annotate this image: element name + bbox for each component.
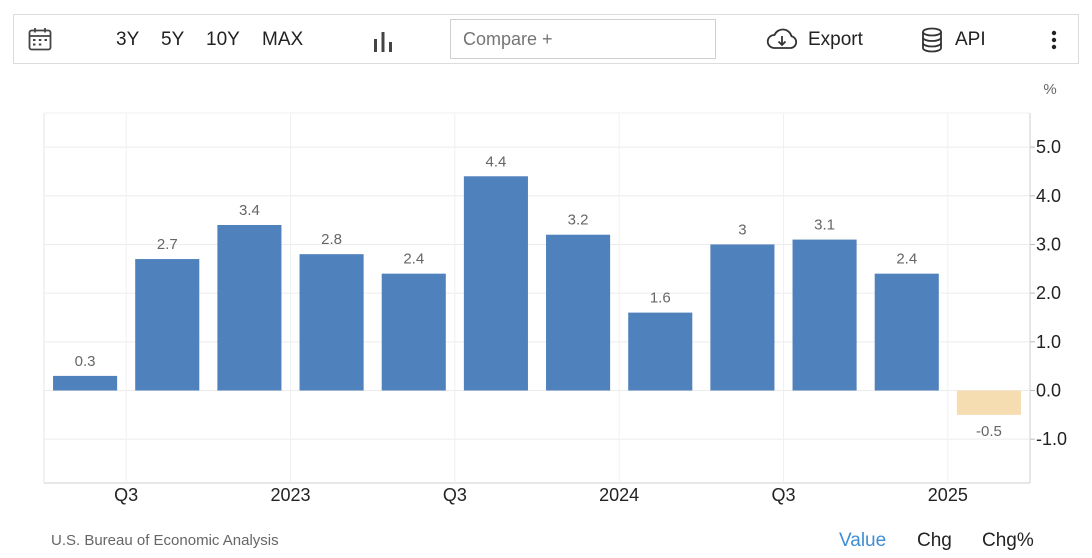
bar [546,235,610,391]
bar-chart-icon[interactable] [372,30,394,52]
calendar-icon[interactable] [28,27,52,51]
mode-value-button[interactable]: Value [839,530,886,552]
mode-chg-button[interactable]: Chg [917,530,952,552]
range-5y-button[interactable]: 5Y [161,15,184,65]
bar [53,376,117,391]
y-tick-label: 4.0 [1036,186,1061,206]
bar-value-label: 2.8 [321,231,342,248]
cloud-download-icon[interactable] [766,28,798,52]
y-tick-label: 3.0 [1036,234,1061,254]
x-tick-label: 2024 [599,485,639,505]
bar [793,240,857,391]
y-tick-label: 1.0 [1036,332,1061,352]
mode-chg-percent-button[interactable]: Chg% [982,530,1034,552]
x-tick-label: 2025 [928,485,968,505]
bar-chart: 5.0 4.0 3.0 2.0 1.0 0.0 -1.0% Q3 2023 Q3 2024 Q3 202… [0,64,1092,524]
x-tick-label: Q3 [771,485,795,505]
y-tick-label: -1.0 [1036,429,1067,449]
bar [710,244,774,390]
bar-value-label: 2.4 [403,251,424,268]
bar [957,391,1021,415]
y-tick-label: 0.0 [1036,381,1061,401]
bar-value-label: 4.4 [485,153,506,170]
more-vertical-icon[interactable] [1046,29,1062,51]
bar [875,274,939,391]
bar [382,274,446,391]
x-tick-label: Q3 [114,485,138,505]
bar-value-label: 3.2 [568,212,589,229]
bar [464,176,528,390]
database-icon[interactable] [921,27,943,53]
range-3y-button[interactable]: 3Y [116,15,139,65]
bar-value-label: 3 [738,221,746,238]
range-max-button[interactable]: MAX [262,15,303,65]
bar [300,254,364,390]
chart-toolbar: 3Y 5Y 10Y MAX Export API [13,14,1079,64]
y-unit-label: % [1043,81,1056,98]
range-10y-button[interactable]: 10Y [206,15,240,65]
y-tick-label: 5.0 [1036,137,1061,157]
chart-area: 5.0 4.0 3.0 2.0 1.0 0.0 -1.0% Q3 2023 Q3 2024 Q3 202… [0,64,1092,558]
x-tick-label: 2023 [270,485,310,505]
x-tick-label: Q3 [443,485,467,505]
bar-value-label: 3.1 [814,217,835,234]
y-tick-label: 2.0 [1036,283,1061,303]
bar-value-label: 1.6 [650,290,671,307]
bar-value-label: 2.4 [896,251,917,268]
bar-value-label: 2.7 [157,236,178,253]
bar [135,259,199,390]
source-label: U.S. Bureau of Economic Analysis [51,532,279,549]
bar-value-label: 0.3 [75,353,96,370]
compare-input[interactable] [450,19,716,59]
bar [217,225,281,391]
bar-value-label: 3.4 [239,202,260,219]
export-button[interactable]: Export [808,15,863,65]
api-button[interactable]: API [955,15,986,65]
bar-value-label: -0.5 [976,423,1002,440]
bar [628,313,692,391]
